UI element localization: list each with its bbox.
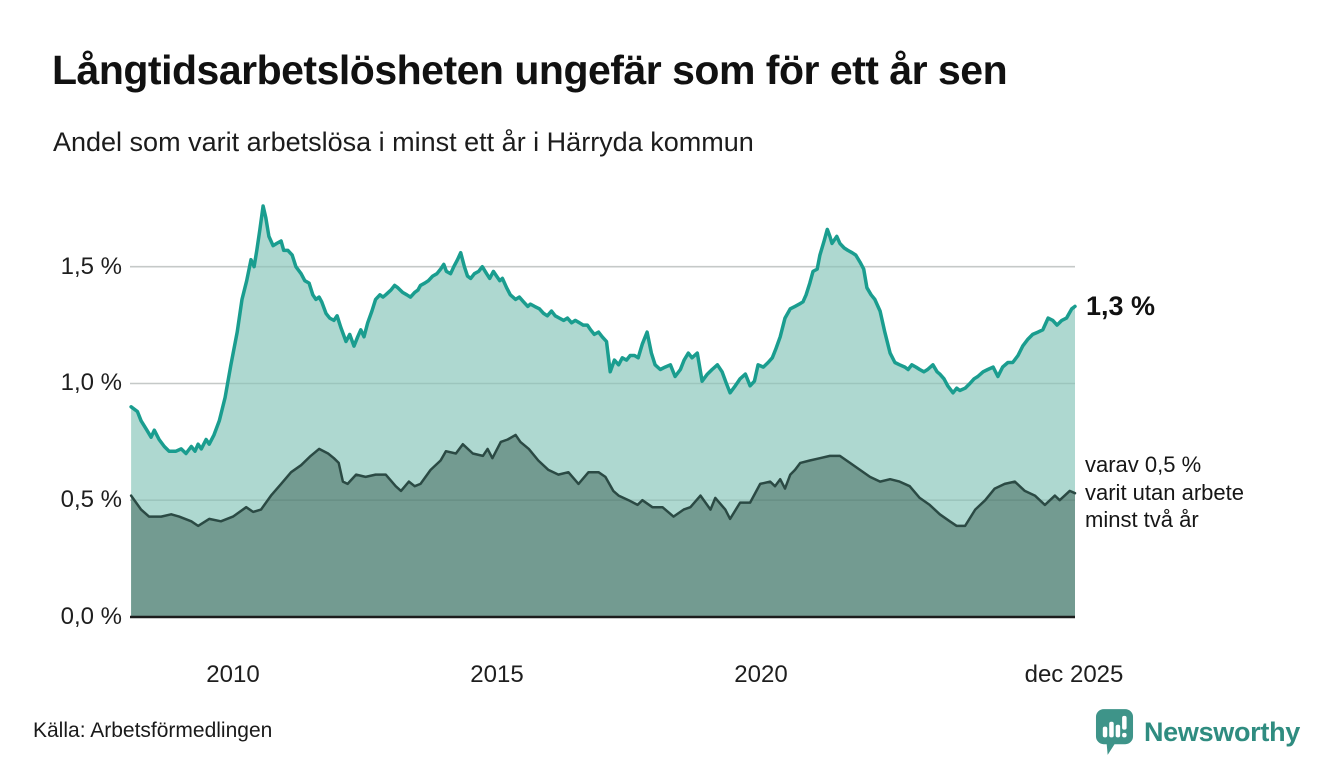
brand-name: Newsworthy xyxy=(1143,716,1300,747)
newsworthy-bubble-chart-icon xyxy=(1095,708,1133,755)
x-tick-label: 2015 xyxy=(470,661,524,688)
x-tick-label: dec 2025 xyxy=(1024,661,1124,688)
y-tick-label: 1,5 % xyxy=(60,253,122,280)
line-unemployed-min-one-year xyxy=(129,204,1077,456)
y-tick-label: 0,0 % xyxy=(60,603,122,630)
page-title: Långtidsarbetslösheten ungefär som för e… xyxy=(52,47,1008,93)
note-line: varit utan arbete xyxy=(1085,479,1244,505)
y-tick-label: 1,0 % xyxy=(60,369,122,396)
newsworthy-logo: Newsworthy xyxy=(1095,706,1300,758)
note-line: minst två år xyxy=(1085,507,1199,532)
source-note: Källa: Arbetsförmedlingen xyxy=(33,719,273,742)
y-tick-label: 0,5 % xyxy=(60,486,122,513)
area-unemployed-min-two-years xyxy=(131,434,1076,617)
gridlines-overlay xyxy=(130,265,1075,502)
x-tick-label: 2020 xyxy=(734,661,788,688)
latest-value-annotation: 1,3 % xyxy=(1086,291,1156,321)
note-line: varav 0,5 % xyxy=(1085,452,1202,477)
x-tick-label: 2010 xyxy=(206,661,260,688)
chart-subtitle: Andel som varit arbetslösa i minst ett å… xyxy=(53,127,754,157)
two-year-note-annotation: varav 0,5 % varit utan arbete minst två … xyxy=(1085,451,1335,534)
line-unemployed-min-two-years xyxy=(129,433,1077,528)
